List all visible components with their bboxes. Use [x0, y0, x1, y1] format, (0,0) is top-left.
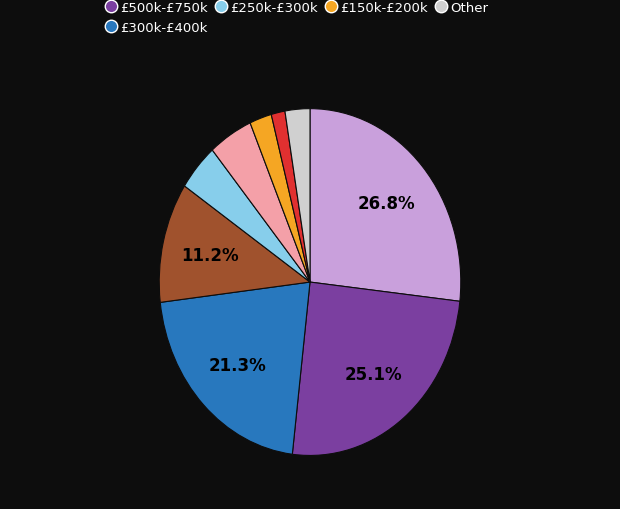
Wedge shape: [285, 109, 310, 282]
Text: 26.8%: 26.8%: [358, 195, 415, 213]
Wedge shape: [185, 151, 310, 282]
Wedge shape: [292, 282, 460, 456]
Text: 11.2%: 11.2%: [182, 246, 239, 264]
Wedge shape: [160, 282, 310, 455]
Text: 25.1%: 25.1%: [345, 365, 402, 384]
Wedge shape: [212, 124, 310, 282]
Wedge shape: [310, 109, 461, 302]
Wedge shape: [159, 187, 310, 303]
Wedge shape: [250, 115, 310, 282]
Legend: £400k-£500k, £500k-£750k, £300k-£400k, £200k-£250k, £250k-£300k, £750k-£1M, £150: £400k-£500k, £500k-£750k, £300k-£400k, £…: [104, 0, 516, 39]
Wedge shape: [272, 112, 310, 282]
Text: 21.3%: 21.3%: [208, 357, 267, 375]
